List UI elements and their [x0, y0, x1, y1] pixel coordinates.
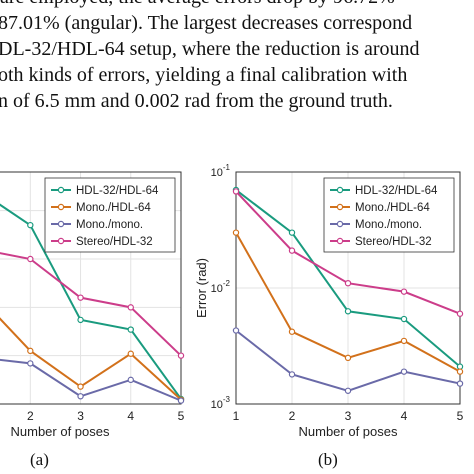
series-stereo-hdl-32: [232, 188, 464, 317]
data-point: [127, 326, 134, 333]
series-stereo-hdl-32: [0, 252, 185, 359]
data-point: [288, 247, 296, 254]
data-point: [232, 327, 240, 334]
data-point: [344, 308, 352, 315]
data-point: [344, 354, 352, 362]
y-tick-label: 10-3: [211, 395, 231, 411]
y-tick-label: 10-1: [211, 163, 231, 179]
legend-label: HDL-32/HDL-64: [355, 185, 438, 197]
legend-item: Mono./mono.: [330, 219, 422, 231]
paragraph-line-3: oth kinds of errors, yielding a final ca…: [0, 64, 408, 86]
data-point: [400, 315, 408, 323]
data-point: [456, 368, 464, 375]
x-tick-label: 3: [345, 409, 352, 423]
chart-panel-a: 2 3 4 5 Number of poses HDL-32/HDL-64 Mono./HD…: [0, 171, 185, 439]
y-tick-labels: 10-1 10-2 10-3: [211, 163, 231, 411]
x-tick-label: 5: [178, 409, 185, 423]
data-point: [232, 229, 240, 236]
x-tick-label: 2: [289, 409, 296, 423]
plot-frame: [0, 171, 182, 405]
legend-item: Stereo/HDL-32: [51, 236, 153, 248]
legend-marker: [336, 220, 344, 228]
data-point: [27, 255, 34, 263]
series-mono-mono-: [232, 327, 464, 394]
paragraph-line-0: are employed, the average errors drop by…: [0, 0, 395, 9]
series-mono-mono-: [0, 358, 185, 404]
legend-item: HDL-32/HDL-64: [51, 185, 159, 197]
legend-marker: [336, 237, 344, 245]
x-tick-label: 2: [27, 409, 34, 423]
x-tick-labels: 1 2 3 4 5: [233, 409, 464, 423]
legend: HDL-32/HDL-64 Mono./HDL-64 Mono./mono. Ster…: [44, 177, 176, 253]
data-point: [27, 221, 34, 229]
series-line: [0, 252, 182, 357]
y-tick-label: 10-2: [211, 279, 231, 295]
legend-item: Mono./mono.: [51, 219, 143, 231]
legend-label: Mono./HDL-64: [76, 202, 151, 214]
x-tick-label: 4: [127, 409, 134, 423]
data-point: [288, 229, 296, 236]
data-point: [77, 316, 84, 324]
data-point: [344, 279, 352, 287]
legend-marker: [336, 186, 344, 194]
data-point: [27, 347, 34, 355]
data-point: [456, 363, 464, 370]
legend-marker: [336, 203, 344, 211]
legend-marker: [57, 237, 65, 245]
data-point: [456, 380, 464, 387]
series-line: [0, 317, 182, 401]
data-point: [400, 288, 408, 295]
data-point: [127, 376, 134, 384]
x-axis-label: Number of poses: [299, 424, 398, 439]
legend: HDL-32/HDL-64 Mono./HDL-64 Mono./mono. Ster…: [323, 177, 455, 253]
legend-marker: [57, 220, 65, 228]
legend-label: Stereo/HDL-32: [355, 236, 432, 248]
data-point: [127, 304, 134, 311]
legend-item: Mono./HDL-64: [51, 202, 151, 214]
legend-item: HDL-32/HDL-64: [330, 185, 438, 197]
series-mono-hdl-64: [0, 317, 185, 403]
data-point: [344, 387, 352, 394]
data-point: [288, 328, 296, 335]
chart-panel-b: 1 2 3 4 5 Number of poses 10-1 10-2 10-3 Error (r…: [194, 163, 464, 439]
paragraph-line-2: DL-32/HDL-64 setup, where the reduction …: [0, 38, 420, 60]
data-point: [27, 360, 34, 367]
data-point: [177, 397, 185, 404]
data-point: [288, 371, 296, 378]
caption-a: (a): [30, 450, 49, 469]
legend-label: Mono./mono.: [355, 219, 422, 231]
x-tick-label: 5: [457, 409, 464, 423]
x-tick-label: 1: [233, 409, 240, 423]
data-point: [77, 383, 84, 390]
x-tick-label: 3: [77, 409, 84, 423]
legend-label: HDL-32/HDL-64: [76, 185, 159, 197]
legend-marker: [57, 203, 65, 211]
x-tick-label: 4: [401, 409, 408, 423]
data-point: [177, 352, 185, 359]
series-mono-hdl-64: [232, 229, 464, 375]
legend-marker: [57, 186, 65, 194]
x-axis-label: Number of poses: [11, 424, 110, 439]
caption-b: (b): [318, 450, 338, 469]
data-point: [400, 368, 408, 375]
data-point: [77, 393, 84, 400]
legend-item: Mono./HDL-64: [330, 202, 430, 214]
plot-frame: [235, 171, 461, 405]
data-point: [127, 350, 134, 357]
legend-label: Mono./HDL-64: [355, 202, 430, 214]
data-point: [456, 310, 464, 317]
paragraph-line-1: 87.01% (angular). The largest decreases …: [0, 12, 413, 34]
paragraph-line-4: n of 6.5 mm and 0.002 rad from the groun…: [0, 90, 393, 112]
data-point: [400, 337, 408, 345]
y-axis-label: Error (rad): [194, 258, 209, 318]
data-point: [232, 188, 240, 195]
legend-item: Stereo/HDL-32: [330, 236, 432, 248]
data-point: [77, 294, 84, 301]
x-tick-labels: 2 3 4 5: [27, 409, 185, 423]
legend-label: Mono./mono.: [76, 219, 143, 231]
legend-label: Stereo/HDL-32: [76, 236, 153, 248]
body-paragraph: are employed, the average errors drop by…: [0, 0, 474, 112]
